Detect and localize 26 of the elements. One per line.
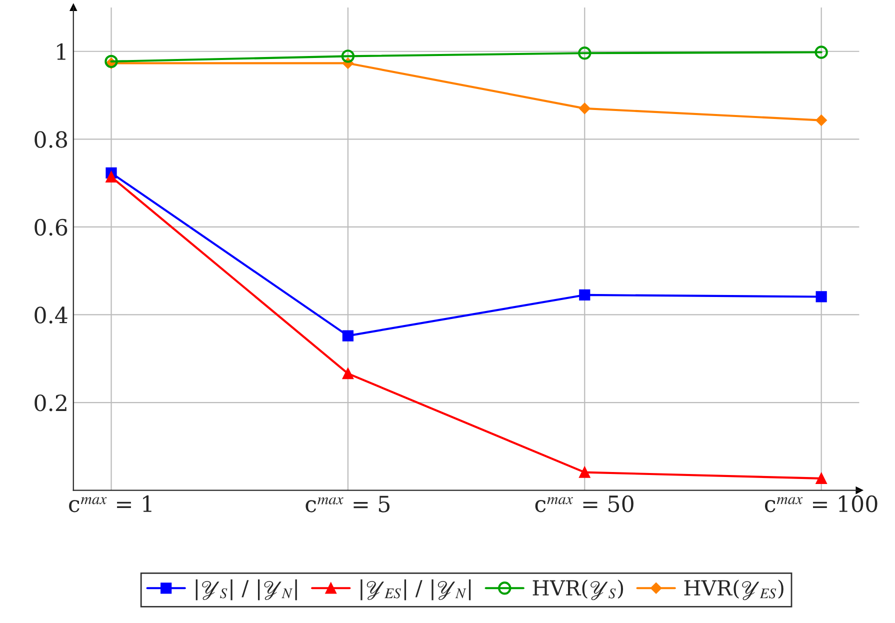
legend-label: HVR(𝒴$_{ES}$) xyxy=(684,580,784,600)
point xyxy=(579,289,590,301)
point xyxy=(106,171,117,182)
x-tick-label: c$^{max}$ = 50 xyxy=(535,495,634,512)
y-tick-label: 0.6 xyxy=(34,218,68,236)
point xyxy=(816,291,827,302)
point xyxy=(342,368,354,380)
y-tick-label: 0.4 xyxy=(34,306,68,324)
legend-label: HVR(𝒴$_{S}$) xyxy=(532,580,624,600)
point xyxy=(104,54,118,68)
point xyxy=(578,46,592,60)
point xyxy=(579,466,590,478)
y-tick-label: 1 xyxy=(57,43,66,60)
legend-label: |𝒴$_{ES}$| / |𝒴$_{N}$| xyxy=(360,579,471,600)
x-tick-label: c$^{max}$ = 5 xyxy=(306,496,390,512)
point xyxy=(342,330,354,342)
point xyxy=(341,50,355,63)
y-tick-label: 0.2 xyxy=(34,394,66,412)
y-tick-label: 0.8 xyxy=(34,131,68,148)
x-tick-label: c$^{max}$ = 1 xyxy=(69,495,152,512)
point xyxy=(814,46,828,59)
point xyxy=(816,472,827,484)
point xyxy=(579,102,590,114)
legend-label: |𝒴$_{S}$| / |𝒴$_{N}$| xyxy=(196,579,297,600)
point xyxy=(816,114,827,126)
x-tick-label: c$^{max}$ = 100 xyxy=(764,495,878,512)
